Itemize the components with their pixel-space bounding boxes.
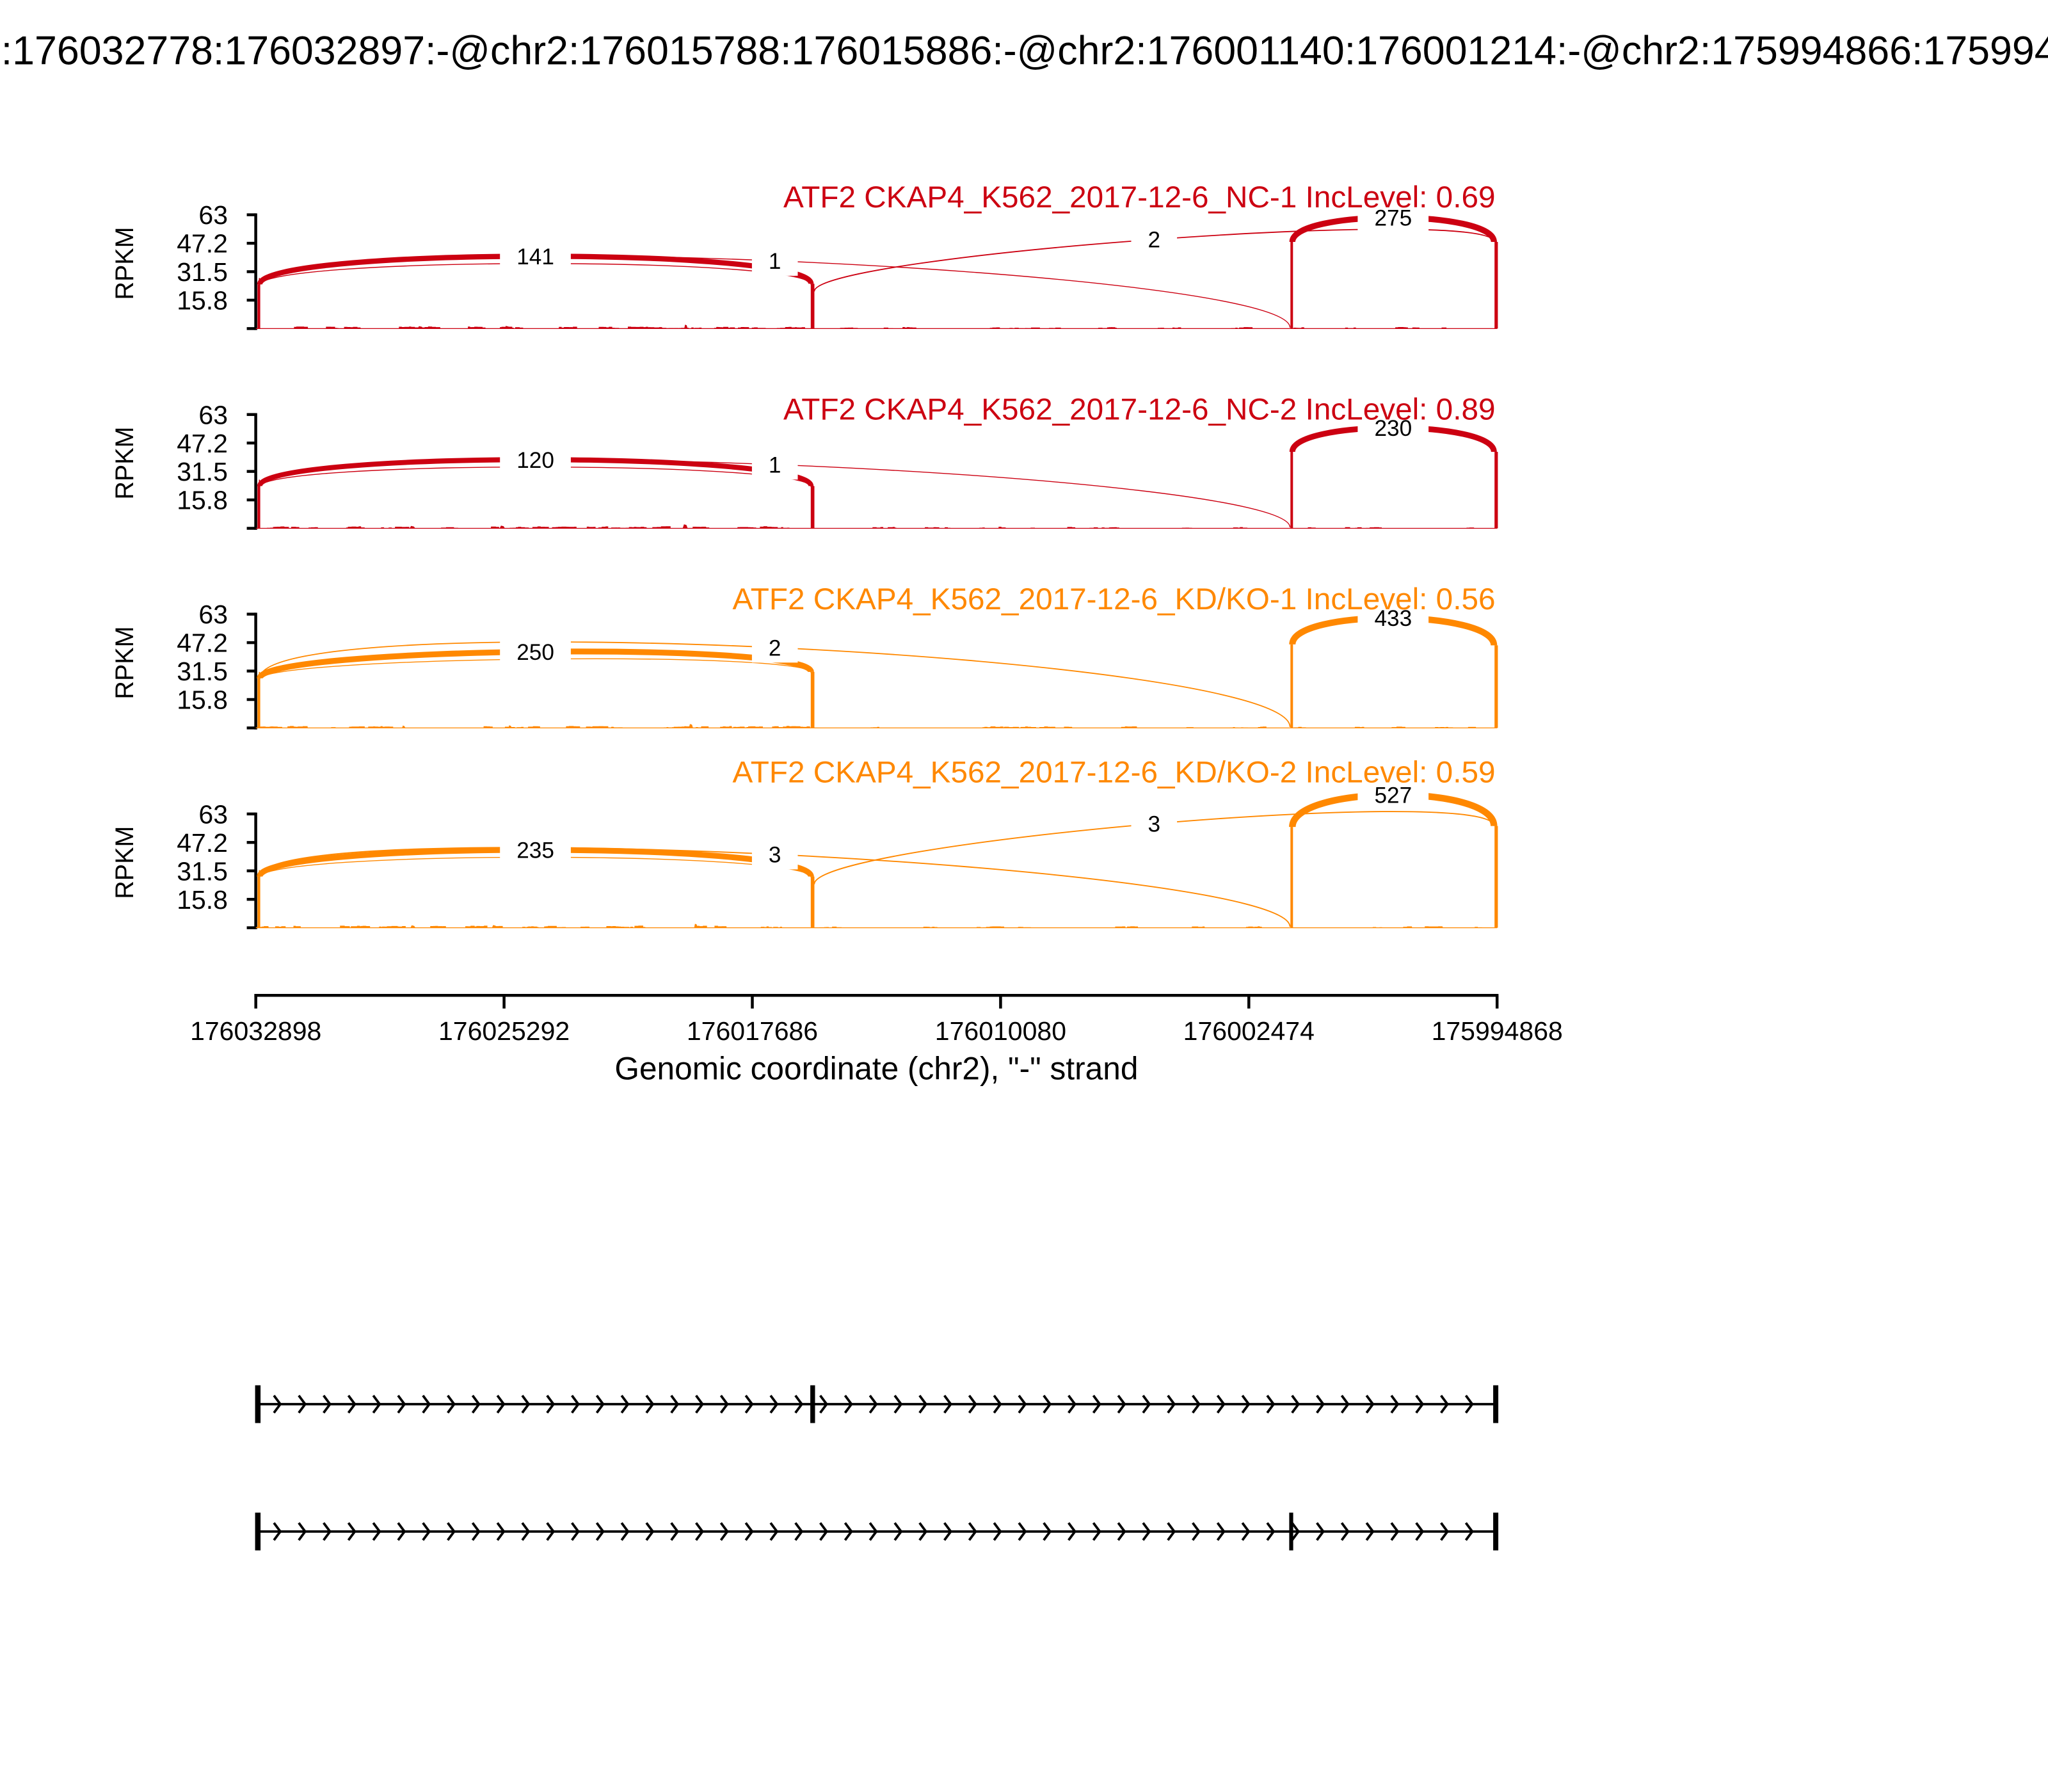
svg-text:63: 63 xyxy=(198,400,228,429)
svg-text:1: 1 xyxy=(769,249,781,274)
svg-text:176032898: 176032898 xyxy=(190,1016,321,1046)
svg-text:ATF2 CKAP4_K562_2017-12-6_KD/K: ATF2 CKAP4_K562_2017-12-6_KD/KO-2 IncLev… xyxy=(732,756,1495,790)
svg-text:RPKM: RPKM xyxy=(111,227,139,300)
svg-text:250: 250 xyxy=(516,640,554,665)
svg-text:3: 3 xyxy=(1148,812,1161,837)
svg-text:2: 2 xyxy=(1148,228,1161,253)
svg-text:176025292: 176025292 xyxy=(438,1016,570,1046)
svg-text:15.8: 15.8 xyxy=(177,486,228,515)
svg-text:235: 235 xyxy=(516,838,554,863)
svg-text:31.5: 31.5 xyxy=(177,856,228,886)
svg-text:2: 2 xyxy=(769,636,781,660)
svg-text:175994868: 175994868 xyxy=(1432,1016,1563,1046)
svg-text:141: 141 xyxy=(516,244,554,269)
svg-text:63: 63 xyxy=(198,799,228,829)
svg-text:31.5: 31.5 xyxy=(177,257,228,287)
svg-text:31.5: 31.5 xyxy=(177,457,228,486)
svg-text:RPKM: RPKM xyxy=(111,626,139,699)
svg-text:176002474: 176002474 xyxy=(1183,1016,1315,1046)
svg-text:ATF2 CKAP4_K562_2017-12-6_NC-1: ATF2 CKAP4_K562_2017-12-6_NC-1 IncLevel:… xyxy=(783,180,1495,214)
svg-text:ATF2 CKAP4_K562_2017-12-6_NC-2: ATF2 CKAP4_K562_2017-12-6_NC-2 IncLevel:… xyxy=(783,392,1495,426)
svg-text:15.8: 15.8 xyxy=(177,885,228,915)
svg-text:3: 3 xyxy=(769,843,781,868)
svg-text:47.2: 47.2 xyxy=(177,429,228,458)
svg-text:31.5: 31.5 xyxy=(177,657,228,686)
svg-text:chr2:176032778:176032897:-@chr: chr2:176032778:176032897:-@chr2:17601578… xyxy=(0,29,2048,74)
svg-text:47.2: 47.2 xyxy=(177,229,228,259)
svg-text:63: 63 xyxy=(198,200,228,230)
svg-text:527: 527 xyxy=(1374,783,1412,808)
svg-text:15.8: 15.8 xyxy=(177,685,228,715)
svg-text:1: 1 xyxy=(769,452,781,477)
svg-text:RPKM: RPKM xyxy=(111,826,139,899)
svg-text:433: 433 xyxy=(1374,606,1412,631)
svg-text:63: 63 xyxy=(198,600,228,629)
svg-text:176017686: 176017686 xyxy=(687,1016,818,1046)
svg-text:RPKM: RPKM xyxy=(111,427,139,500)
svg-text:47.2: 47.2 xyxy=(177,828,228,858)
svg-text:ATF2 CKAP4_K562_2017-12-6_KD/K: ATF2 CKAP4_K562_2017-12-6_KD/KO-1 IncLev… xyxy=(732,582,1495,616)
svg-text:120: 120 xyxy=(516,448,554,473)
svg-text:15.8: 15.8 xyxy=(177,286,228,316)
svg-text:275: 275 xyxy=(1374,206,1412,231)
svg-text:Genomic coordinate (chr2), "-": Genomic coordinate (chr2), "-" strand xyxy=(614,1051,1138,1087)
svg-text:230: 230 xyxy=(1374,416,1412,441)
svg-text:176010080: 176010080 xyxy=(935,1016,1066,1046)
svg-text:47.2: 47.2 xyxy=(177,628,228,658)
